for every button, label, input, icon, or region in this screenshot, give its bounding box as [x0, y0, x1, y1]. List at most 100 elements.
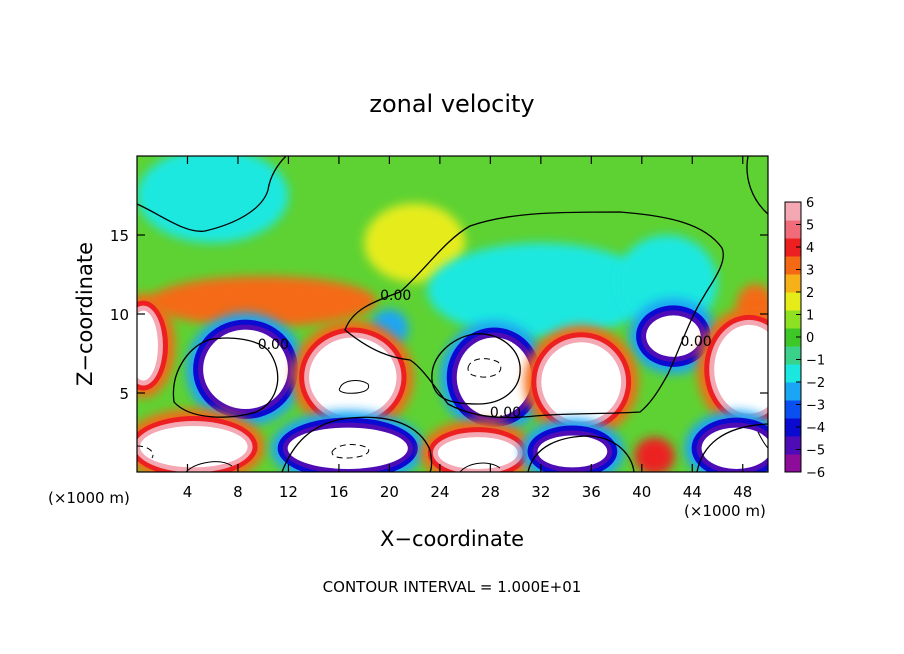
x-tick-label: 12 — [279, 483, 298, 501]
colorbar-swatch — [785, 346, 801, 365]
x-tick-label: 28 — [481, 483, 500, 501]
field-blob-core — [537, 435, 608, 468]
field-blob-core — [701, 427, 768, 469]
blob-contour-4 — [696, 423, 768, 472]
field-blob — [186, 312, 305, 426]
field-blob — [524, 325, 639, 439]
field-blob-fill — [634, 437, 675, 472]
x-tick-label: 36 — [582, 483, 601, 501]
colorbar-tick-label: 2 — [806, 286, 814, 301]
field-blob-core — [287, 427, 408, 469]
x-unit-left: (×1000 m) — [48, 489, 130, 507]
thin-contour-2 — [185, 461, 233, 472]
field-blob-fill — [137, 156, 289, 243]
velocity-field — [137, 156, 768, 472]
plot-area: 0.00 0.00 0.00 0.00 — [137, 156, 768, 472]
contour-label: 0.00 — [490, 405, 521, 421]
colorbar-swatch — [785, 364, 801, 383]
colorbar-swatch — [785, 310, 801, 329]
blob-contour-5 — [527, 435, 635, 472]
colorbar-swatch — [785, 400, 801, 419]
colorbar-tick-label: 5 — [806, 219, 814, 234]
field-blob-core — [714, 324, 768, 414]
blob-contour-1 — [172, 337, 279, 418]
x-tick-label: 32 — [531, 483, 550, 501]
colorbar-swatch — [785, 256, 801, 275]
x-tick-label: 24 — [430, 483, 449, 501]
field-blob — [629, 298, 718, 374]
colorbar-tick-label: −4 — [806, 421, 825, 436]
x-tick-label: 4 — [183, 483, 193, 501]
zero-contour-central — [344, 211, 724, 419]
field-blob-core — [309, 337, 397, 417]
field-blob-fill — [149, 276, 377, 327]
zero-contour-upper — [137, 156, 287, 232]
colorbar-tick-label: −1 — [806, 354, 825, 369]
colorbar-swatch — [785, 292, 801, 311]
x-tick-label: 16 — [329, 483, 348, 501]
colorbar-swatch — [785, 328, 801, 347]
x-tick-label: 40 — [632, 483, 651, 501]
field-blob — [697, 307, 768, 431]
y-axis-label: Z−coordinate — [73, 242, 97, 386]
contour-labels: 0.00 0.00 0.00 0.00 — [258, 288, 712, 421]
colorbar-swatch — [785, 274, 801, 293]
x-tick-label: 48 — [733, 483, 752, 501]
contour-label: 0.00 — [258, 337, 289, 353]
x-tick-label: 8 — [233, 483, 243, 501]
field-blob-core — [541, 342, 622, 422]
blob-contour-2 — [431, 333, 521, 405]
colorbar-swatch — [785, 454, 801, 473]
y-axis-ticks: 5 10 15 — [110, 227, 768, 403]
colorbar-tick-label: 0 — [806, 331, 814, 346]
x-axis-label: X−coordinate — [380, 527, 524, 551]
field-blob — [420, 420, 535, 472]
chart-title: zonal velocity — [369, 90, 534, 118]
field-blob — [634, 437, 675, 472]
colorbar-swatch — [785, 202, 801, 221]
thin-contour-1 — [338, 380, 370, 394]
field-blob-core — [137, 310, 158, 381]
colorbar-tick-label: −6 — [806, 466, 825, 481]
y-tick-label: 15 — [110, 227, 129, 245]
field-blob — [137, 293, 175, 398]
colorbar-swatch — [785, 220, 801, 239]
field-blob — [364, 203, 466, 283]
field-blob-core — [437, 437, 518, 470]
contour-lines — [137, 156, 768, 472]
colorbar-swatch — [785, 436, 801, 455]
colorbar-tick-label: 4 — [806, 241, 814, 256]
field-blob — [439, 320, 549, 434]
colorbar-swatch — [785, 418, 801, 437]
x-axis-ticks: 4 8 12 16 20 24 28 32 36 40 44 48 — [183, 156, 752, 501]
colorbar-tick-label: 6 — [806, 196, 814, 211]
field-blob-core — [646, 315, 701, 357]
dashed-contour-3 — [137, 445, 154, 459]
blob-contour-3 — [281, 416, 433, 472]
field-blob — [149, 276, 377, 327]
colorbar-tick-label: −2 — [806, 376, 825, 391]
field-blob-core — [456, 337, 532, 417]
thin-contour-3 — [459, 462, 501, 472]
colorbar-tick-label: 1 — [806, 309, 814, 324]
colorbar: 6 5 4 3 2 1 0 −1 −2 −3 −4 −5 −6 — [784, 196, 825, 481]
field-blob-fill — [364, 203, 466, 283]
zero-contour-top-right — [746, 156, 768, 215]
field-blob — [137, 156, 289, 243]
x-tick-label: 20 — [380, 483, 399, 501]
colorbar-swatch — [785, 238, 801, 257]
field-blob — [520, 418, 625, 472]
dashed-contour-1 — [467, 358, 502, 378]
colorbar-tick-label: −5 — [806, 444, 825, 459]
contour-label: 0.00 — [680, 334, 711, 350]
y-tick-label: 10 — [110, 306, 129, 324]
y-tick-label: 5 — [119, 385, 129, 403]
colorbar-tick-label: 3 — [806, 264, 814, 279]
contour-label: 0.00 — [380, 288, 411, 304]
contour-interval-note: CONTOUR INTERVAL = 1.000E+01 — [323, 578, 582, 596]
colorbar-swatch — [785, 382, 801, 401]
field-blob-core — [140, 426, 248, 468]
colorbar-tick-label: −3 — [806, 399, 825, 414]
field-blob — [684, 410, 768, 472]
